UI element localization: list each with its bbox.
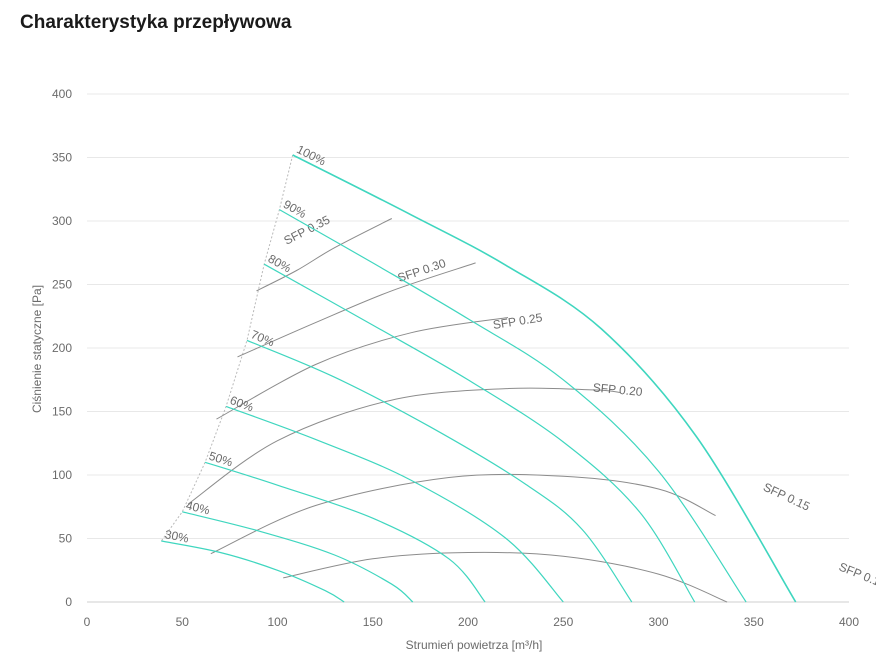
fan-curve bbox=[246, 339, 633, 603]
y-tick-label: 400 bbox=[52, 87, 72, 101]
sfp-curve bbox=[283, 551, 728, 603]
envelope-line bbox=[160, 154, 294, 542]
fan-curve bbox=[161, 540, 345, 603]
y-axis-label: Ciśnienie statyczne [Pa] bbox=[30, 285, 44, 413]
x-tick-label: 100 bbox=[267, 615, 287, 629]
fan-curve bbox=[279, 209, 747, 603]
fan-curve bbox=[182, 511, 414, 603]
x-tick-label: 400 bbox=[839, 615, 859, 629]
fan-curve-label: 80% bbox=[266, 252, 294, 276]
x-tick-label: 0 bbox=[84, 615, 91, 629]
page-title: Charakterystyka przepływowa bbox=[20, 12, 292, 33]
y-tick-label: 300 bbox=[52, 214, 72, 228]
fan-curve bbox=[225, 405, 564, 603]
sfp-curve-label: SFP 0.20 bbox=[592, 380, 643, 399]
fan-curve bbox=[292, 154, 797, 603]
y-axis-ticks: 0 50 100 150 200 250 300 350 400 bbox=[52, 87, 72, 609]
sfp-curve bbox=[256, 218, 393, 292]
x-tick-label: 350 bbox=[744, 615, 764, 629]
sfp-curve-label: SFP 0.10 bbox=[837, 560, 876, 592]
grid-lines bbox=[87, 93, 849, 603]
y-tick-label: 250 bbox=[52, 278, 72, 292]
y-tick-label: 100 bbox=[52, 468, 72, 482]
fan-curve-label: 90% bbox=[281, 197, 309, 221]
sfp-curve bbox=[187, 387, 621, 505]
x-axis-label: Strumień powietrza [m³/h] bbox=[406, 638, 543, 652]
fan-curve-label: 50% bbox=[207, 449, 234, 470]
sfp-curve bbox=[210, 473, 716, 555]
fan-curve-label: 30% bbox=[164, 527, 191, 545]
fan-curves: 100%90%80%70%60%50%40%30% bbox=[161, 142, 797, 603]
x-tick-label: 250 bbox=[553, 615, 573, 629]
fan-curve bbox=[263, 263, 696, 603]
operating-envelope bbox=[160, 154, 294, 542]
sfp-curve bbox=[237, 262, 476, 358]
sfp-curve-label: SFP 0.35 bbox=[281, 212, 332, 247]
x-tick-label: 200 bbox=[458, 615, 478, 629]
y-tick-label: 150 bbox=[52, 405, 72, 419]
x-tick-label: 150 bbox=[363, 615, 383, 629]
y-tick-label: 50 bbox=[59, 532, 73, 546]
y-tick-label: 350 bbox=[52, 151, 72, 165]
fan-curve bbox=[204, 461, 486, 603]
x-tick-label: 300 bbox=[648, 615, 668, 629]
sfp-curve-label: SFP 0.15 bbox=[761, 480, 812, 514]
y-tick-label: 200 bbox=[52, 341, 72, 355]
x-axis-ticks: 0 50 100 150 200 250 300 350 400 bbox=[84, 615, 860, 629]
fan-curve-label: 40% bbox=[185, 498, 212, 517]
x-tick-label: 50 bbox=[176, 615, 190, 629]
sfp-curve bbox=[216, 317, 509, 420]
y-tick-label: 0 bbox=[65, 595, 72, 609]
sfp-curve-label: SFP 0.25 bbox=[492, 310, 544, 332]
